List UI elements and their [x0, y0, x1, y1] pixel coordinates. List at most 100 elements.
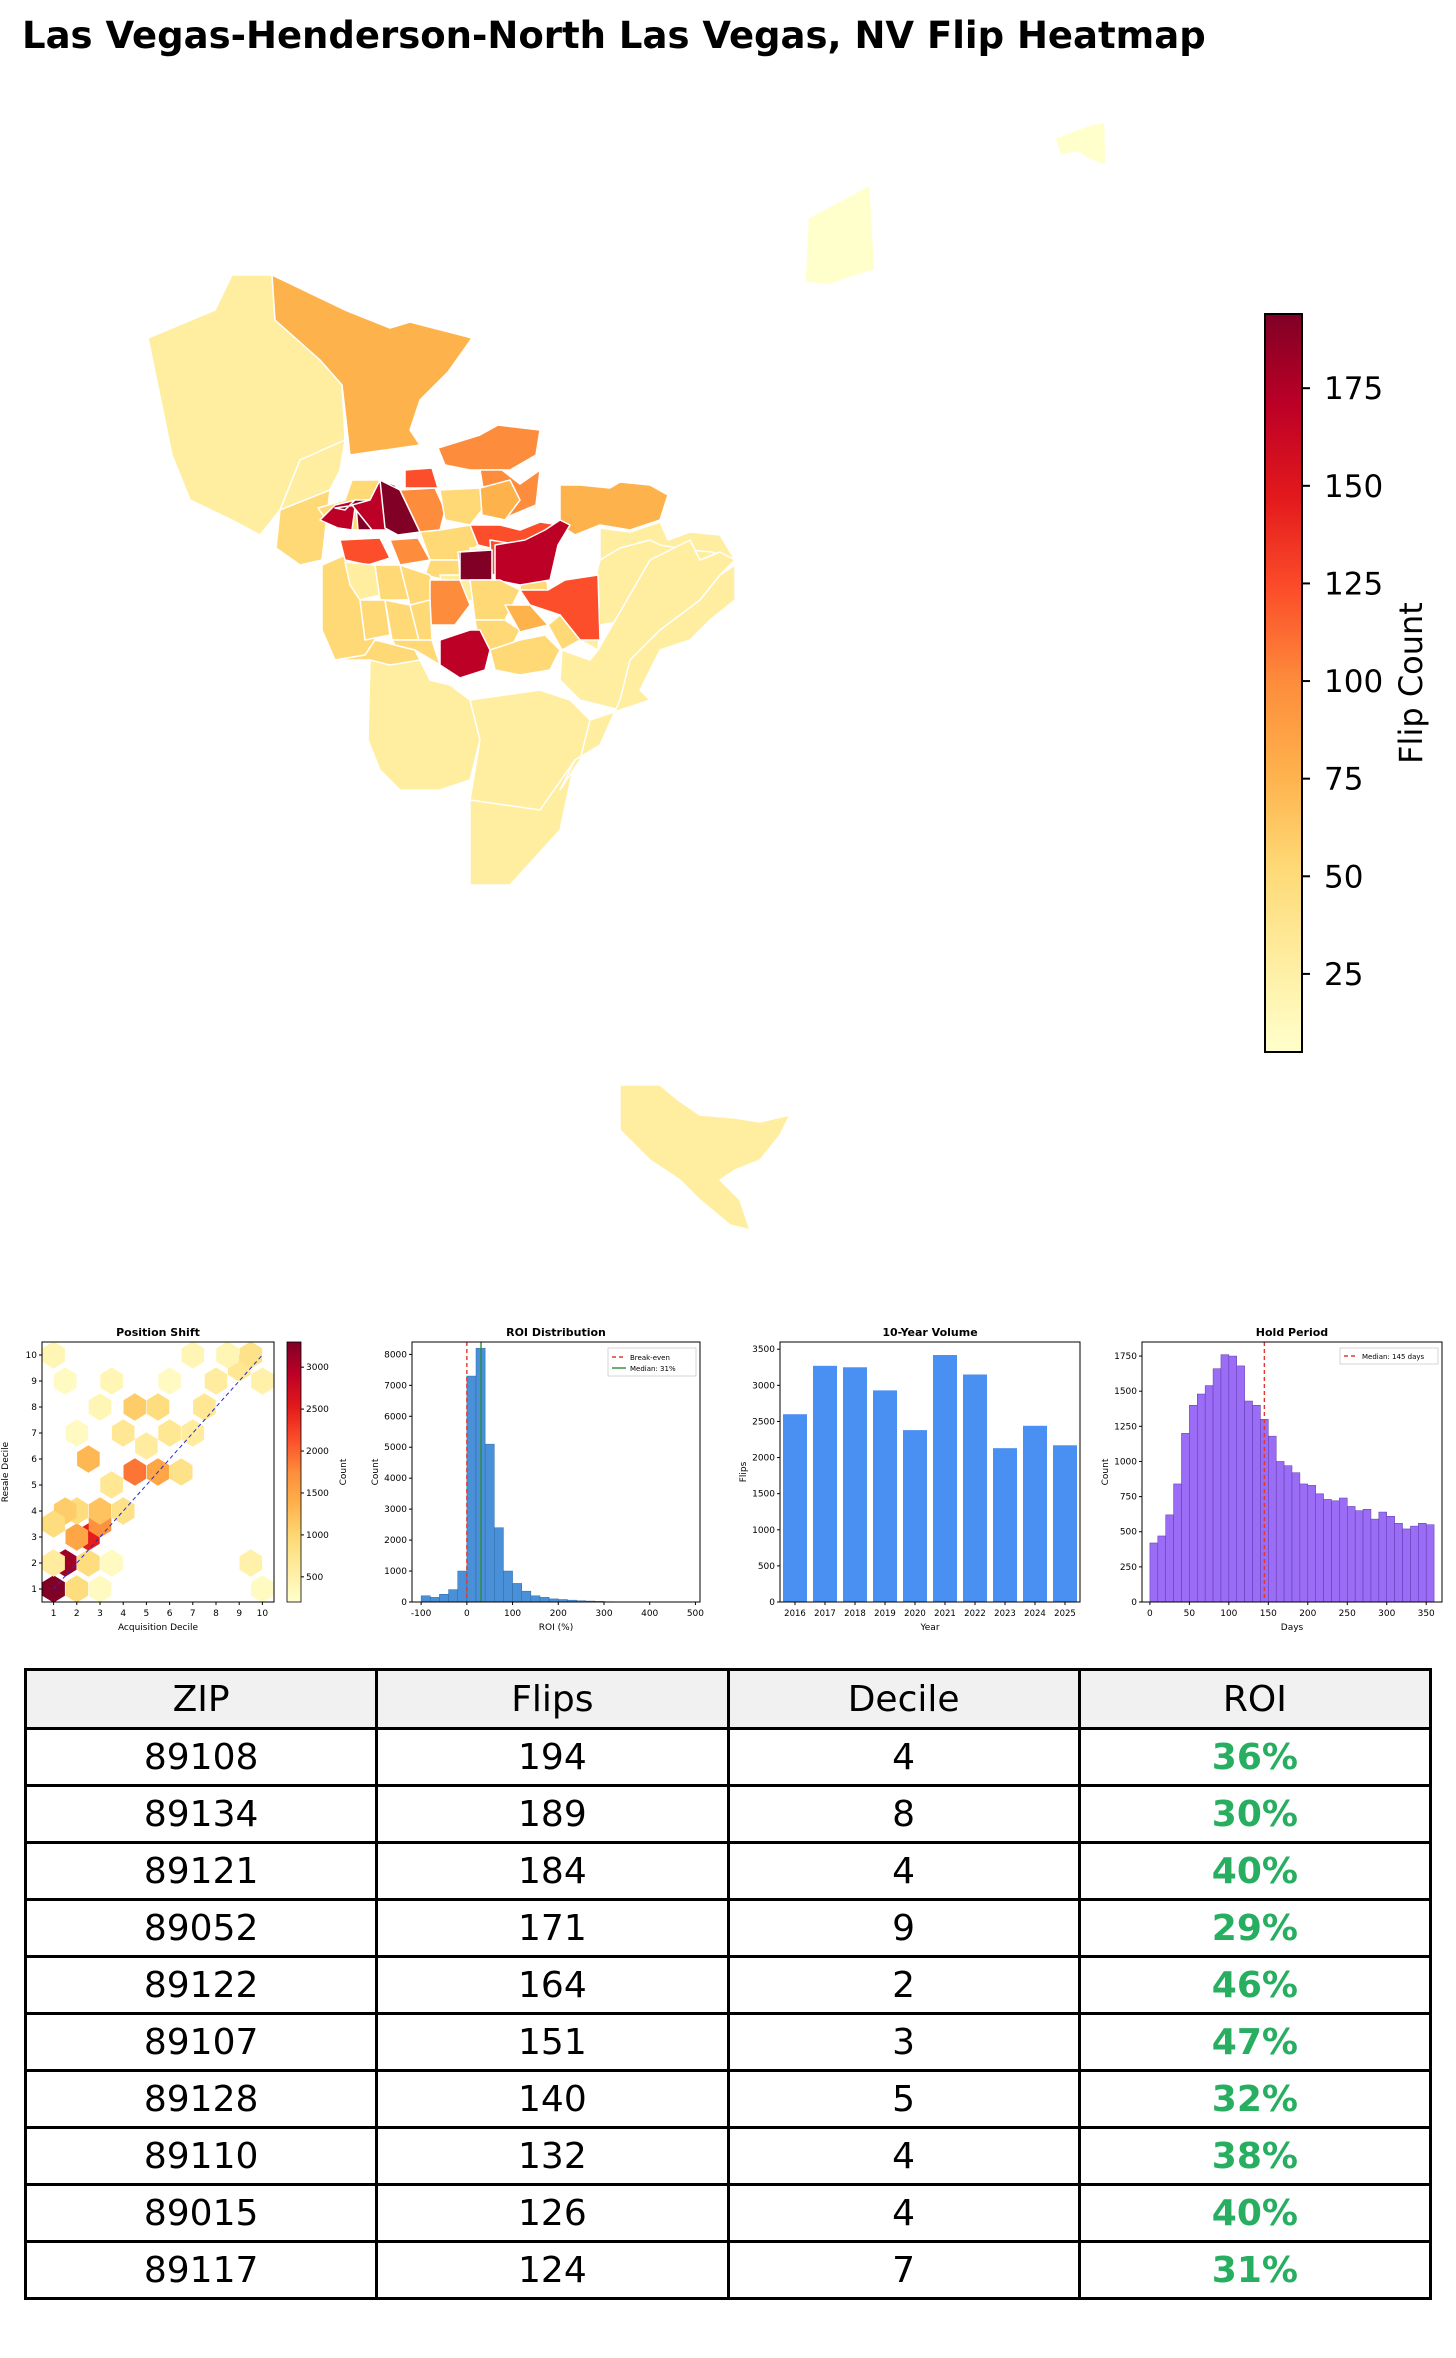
- x-tick-label: 400: [641, 1609, 658, 1619]
- x-tick-label: 0: [464, 1609, 470, 1619]
- zip-region: [439, 487, 483, 526]
- hex-cell: [100, 1549, 123, 1577]
- table-row: 89015 126 4 40%: [23, 2183, 1433, 2243]
- table-cell: 47%: [1077, 2012, 1433, 2072]
- y-tick-label: 1250: [1114, 1422, 1137, 1432]
- hex-cell: [123, 1458, 147, 1486]
- hex-cell: [181, 1341, 205, 1369]
- histogram-bar: [420, 1595, 431, 1603]
- y-axis-label: Flips: [739, 1461, 749, 1482]
- table-cell: 31%: [1077, 2240, 1433, 2300]
- zip-region: [275, 489, 331, 566]
- hex-cell: [77, 1445, 100, 1473]
- histogram-bar: [1354, 1510, 1364, 1603]
- page-title: Las Vegas-Henderson-North Las Vegas, NV …: [22, 14, 1206, 57]
- hex-cell: [135, 1432, 158, 1460]
- zip-region: [519, 574, 601, 641]
- hex-cell: [158, 1367, 181, 1395]
- histogram-bar: [1307, 1485, 1316, 1603]
- table-cell: 38%: [1077, 2126, 1433, 2186]
- histogram-bar: [1204, 1385, 1214, 1603]
- y-tick-label: 8000: [384, 1350, 407, 1360]
- y-tick-label: 4000: [384, 1474, 407, 1484]
- colorbar-tick-label: 150: [1324, 469, 1383, 505]
- colorbar-ticks: 25 50 75 100 125 150 175: [1302, 371, 1383, 993]
- y-tick-label: 1500: [752, 1490, 775, 1500]
- colorbar-tick-label: 100: [1324, 664, 1383, 700]
- top-zips-table: ZIP Flips Decile ROI 89108 194 4 36% 89134 189 8 3…: [23, 1668, 1433, 2300]
- table-cell: 29%: [1077, 1898, 1433, 1958]
- plot-frame: [779, 1341, 1081, 1603]
- y-tick-label: 1500: [1114, 1387, 1137, 1397]
- y-tick-label: 750: [1120, 1493, 1137, 1503]
- hex-cell: [239, 1549, 263, 1577]
- table-cell: 46%: [1077, 1955, 1433, 2015]
- x-tick-label: 200: [550, 1609, 567, 1619]
- x-tick-label: 100: [1220, 1609, 1237, 1619]
- hex-cell: [100, 1471, 123, 1499]
- x-tick-label: 4: [120, 1609, 126, 1619]
- hex-cell: [42, 1341, 65, 1369]
- y-tick-label: 250: [1120, 1563, 1137, 1573]
- table-cell: 140: [375, 2069, 730, 2129]
- zip-region: [559, 564, 736, 791]
- volume-bar: [873, 1390, 897, 1602]
- plot-frame: [1141, 1341, 1443, 1603]
- hex-colorbar-tick-label: 2000: [306, 1447, 329, 1457]
- table-cell: 126: [375, 2183, 730, 2243]
- histogram-bar: [1299, 1483, 1309, 1603]
- zip-region: [469, 759, 576, 886]
- table-cell: 2: [726, 1955, 1081, 2015]
- x-tick-label: 2021: [934, 1609, 956, 1619]
- y-tick-label: 1000: [1114, 1457, 1137, 1467]
- hex-cell: [65, 1419, 89, 1447]
- legend-box: [1339, 1347, 1439, 1365]
- colorbar-tick-label: 125: [1324, 566, 1383, 602]
- y-tick-label: 3: [31, 1533, 37, 1543]
- table-row: 89108 194 4 36%: [23, 1727, 1433, 1787]
- table-cell: 8: [726, 1784, 1081, 1844]
- y-tick-label: 3500: [752, 1345, 775, 1355]
- x-axis-label: Acquisition Decile: [118, 1623, 199, 1633]
- zip-regions: [147, 121, 1107, 1231]
- table-cell: 40%: [1077, 2183, 1433, 2243]
- choropleth-map: [147, 121, 1107, 1231]
- table-body: 89108 194 4 36% 89134 189 8 30% 89121 184 4 40% 8905…: [23, 1727, 1433, 2300]
- y-tick-label: 0: [769, 1598, 775, 1608]
- colorbar-label: Flip Count: [1392, 602, 1430, 764]
- y-tick-label: 2000: [384, 1536, 407, 1546]
- zip-region: [619, 1084, 791, 1231]
- x-tick-label: 10: [257, 1609, 269, 1619]
- hex-cell: [77, 1549, 100, 1577]
- legend-label: Break-even: [630, 1354, 670, 1362]
- y-tick-label: 500: [758, 1562, 775, 1572]
- histogram-bar: [1347, 1506, 1356, 1603]
- table-cell: 171: [375, 1898, 730, 1958]
- hex-colorbar-tick-label: 1500: [306, 1489, 329, 1499]
- histogram-bar: [1236, 1365, 1245, 1603]
- zip-region: [459, 549, 493, 581]
- column-header: Decile: [726, 1668, 1081, 1730]
- hex-colorbar-tick-label: 3000: [306, 1363, 329, 1373]
- hex-cell: [251, 1367, 274, 1395]
- zip-region: [559, 481, 669, 536]
- x-tick-label: 300: [595, 1609, 612, 1619]
- histogram-bar: [1149, 1542, 1159, 1603]
- table-cell: 184: [375, 1841, 730, 1901]
- hex-cell: [158, 1419, 181, 1447]
- table-cell: 89107: [23, 2012, 379, 2072]
- hex-cell: [169, 1458, 193, 1486]
- table-row: 89110 132 4 38%: [23, 2126, 1433, 2186]
- hex-cell: [42, 1510, 65, 1538]
- zip-region: [804, 184, 876, 286]
- zip-region: [437, 424, 541, 471]
- histogram-bar: [1378, 1511, 1387, 1603]
- table-cell: 89117: [23, 2240, 379, 2300]
- zip-region: [367, 659, 481, 791]
- volume-bar: [933, 1355, 957, 1602]
- histogram-bar: [448, 1589, 458, 1603]
- x-tick-label: 50: [1184, 1609, 1196, 1619]
- table-cell: 124: [375, 2240, 730, 2300]
- x-tick-label: 250: [1339, 1609, 1356, 1619]
- y-tick-label: 7000: [384, 1381, 407, 1391]
